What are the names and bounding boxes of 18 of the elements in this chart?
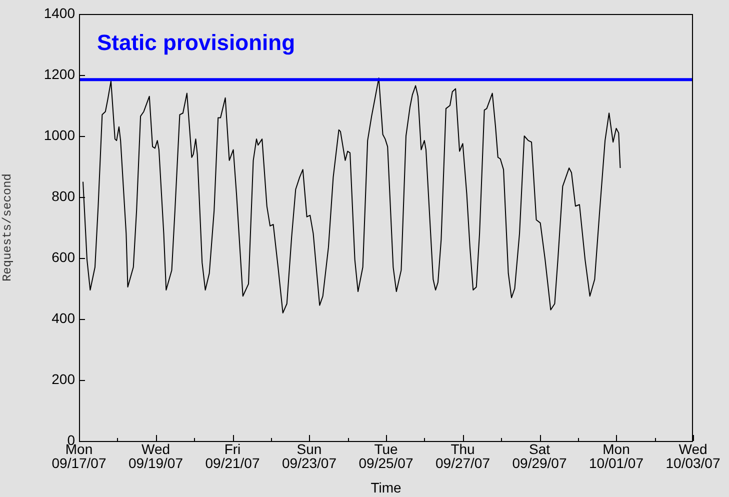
x-tick-label: Tue 09/25/07	[358, 440, 414, 471]
y-tick-label: 1000	[44, 126, 76, 143]
x-tick-label: Fri 09/21/07	[205, 440, 260, 471]
y-tick-label: 1400	[44, 4, 76, 21]
y-tick-label: 1200	[44, 66, 76, 82]
x-tick-label: Sun 09/23/07	[282, 440, 337, 471]
x-tick-label: Thu 09/27/07	[436, 440, 490, 471]
x-axis-title: Time	[370, 479, 402, 496]
y-tick-label: 600	[52, 248, 76, 265]
y-tick-label: 800	[52, 188, 76, 204]
ref-line-label: Static provisioning	[97, 30, 296, 56]
y-axis-title: Requests/second	[0, 173, 14, 282]
x-tick-label: Wed 09/19/07	[128, 440, 184, 471]
x-tick-label: Wed 10/03/07	[666, 440, 720, 471]
y-tick-label: 200	[52, 370, 76, 387]
x-tick-label: Sat 09/29/07	[512, 440, 567, 471]
x-tick-label: Mon 10/01/07	[589, 440, 644, 471]
y-tick-label: 400	[52, 310, 76, 326]
